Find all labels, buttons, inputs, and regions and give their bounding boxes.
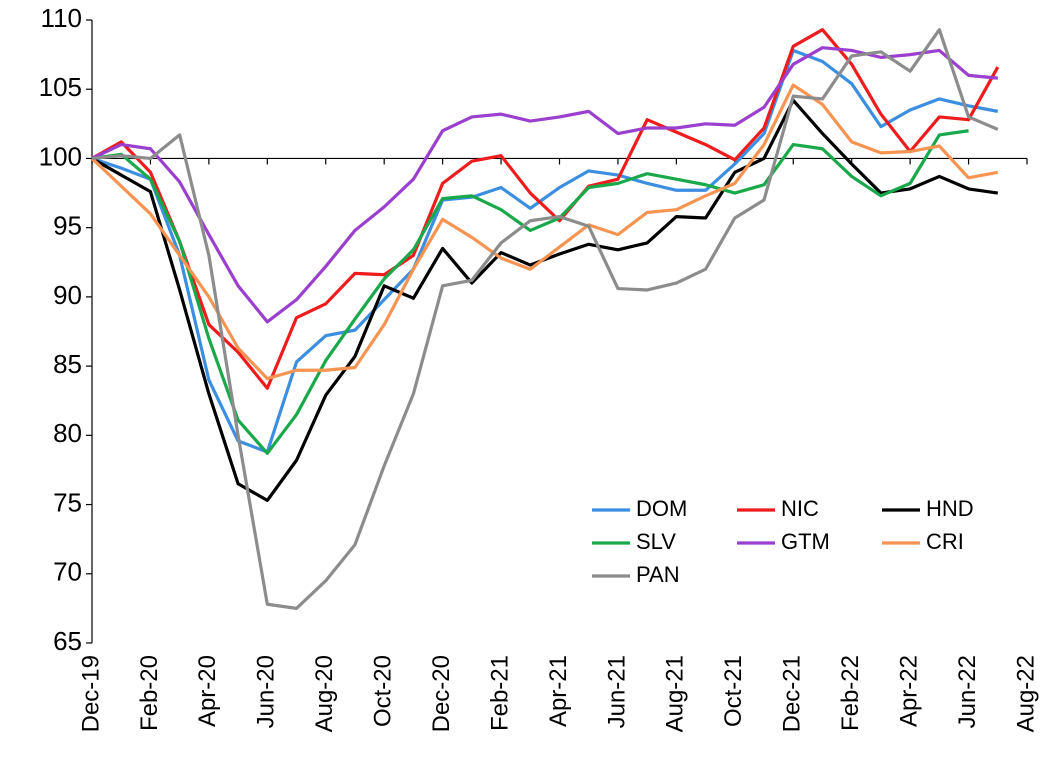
x-tick-label: Jun-22 [954,655,981,728]
x-tick-label: Oct-20 [370,655,397,727]
x-tick-label: Dec-20 [428,655,455,732]
series-line [91,28,1000,390]
legend-label: GTM [781,529,830,554]
series-line [91,48,999,454]
y-tick-label: 105 [39,72,82,102]
y-tick-label: 80 [53,418,82,448]
legend-label: NIC [781,496,819,521]
y-tick-label: 70 [53,557,82,587]
x-tick-label: Feb-22 [837,655,864,731]
x-tick-label: Apr-20 [194,655,221,727]
legend-label: CRI [926,529,964,554]
x-tick-label: Dec-19 [77,655,104,732]
x-tick-label: Feb-21 [486,655,513,731]
x-tick-label: Apr-21 [545,655,572,727]
y-tick-label: 85 [53,349,82,379]
series-line [90,83,999,381]
legend-label: DOM [636,496,687,521]
y-tick-label: 65 [53,626,82,656]
series-line [91,129,969,455]
series-line [91,46,998,324]
x-tick-label: Aug-20 [311,655,338,732]
x-tick-label: Aug-21 [662,655,689,732]
legend-label: HND [926,496,974,521]
x-tick-label: Aug-22 [1012,655,1039,732]
y-tick-label: 100 [39,141,82,171]
x-tick-label: Feb-20 [136,655,163,731]
x-tick-label: Jun-21 [603,655,630,728]
y-tick-label: 75 [53,487,82,517]
x-tick-label: Jun-20 [253,655,280,728]
y-tick-label: 110 [41,3,82,33]
x-tick-label: Oct-21 [720,655,747,727]
legend-label: PAN [636,562,680,587]
y-tick-label: 90 [53,280,82,310]
series-line [91,98,999,503]
y-tick-label: 95 [53,211,82,241]
x-tick-label: Dec-21 [779,655,806,732]
x-tick-label: Apr-22 [895,655,922,727]
series-line [91,28,999,610]
legend-label: SLV [636,529,676,554]
